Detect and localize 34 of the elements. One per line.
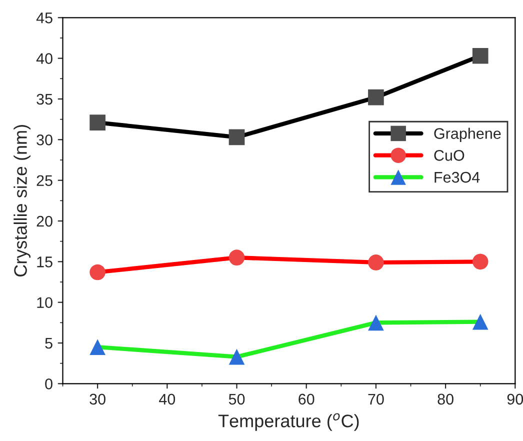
point bbox=[90, 114, 106, 130]
point bbox=[472, 254, 488, 270]
x-tick-label: 30 bbox=[90, 394, 106, 405]
point bbox=[472, 48, 488, 64]
point bbox=[472, 314, 488, 330]
point bbox=[368, 89, 384, 106]
y-tick-label: 45 bbox=[36, 12, 52, 24]
x-tick-label: 50 bbox=[228, 394, 245, 405]
legend-label: CuO bbox=[434, 150, 464, 161]
y-tick-label: 20 bbox=[36, 216, 52, 227]
point bbox=[368, 254, 384, 270]
legend-label: Graphene bbox=[434, 128, 501, 142]
point bbox=[228, 129, 245, 146]
y-tick-label: 25 bbox=[36, 175, 52, 186]
point bbox=[90, 339, 106, 355]
point bbox=[368, 314, 384, 331]
y-tick-label: 35 bbox=[36, 94, 52, 105]
y-axis-title: Crystallie size (nm) bbox=[14, 125, 30, 276]
y-tick-label: 0 bbox=[45, 378, 52, 390]
point bbox=[228, 348, 245, 365]
y-tick-label: 15 bbox=[37, 256, 52, 268]
x-tick-label: 90 bbox=[507, 394, 523, 405]
point bbox=[90, 264, 106, 280]
x-tick-label: 80 bbox=[438, 394, 454, 405]
x-axis-title: Temperature ($^{o}$C) bbox=[218, 413, 359, 431]
legend-label: Fe3O4 bbox=[434, 172, 480, 183]
y-tick-label: 5 bbox=[45, 338, 52, 349]
y-tick-label: 10 bbox=[37, 297, 52, 308]
y-tick-label: 40 bbox=[36, 53, 52, 64]
x-tick-label: 40 bbox=[159, 394, 176, 405]
point bbox=[228, 250, 245, 266]
y-tick-label: 30 bbox=[36, 134, 52, 146]
x-tick-label: 70 bbox=[368, 394, 384, 405]
x-tick-label: 60 bbox=[298, 394, 314, 405]
